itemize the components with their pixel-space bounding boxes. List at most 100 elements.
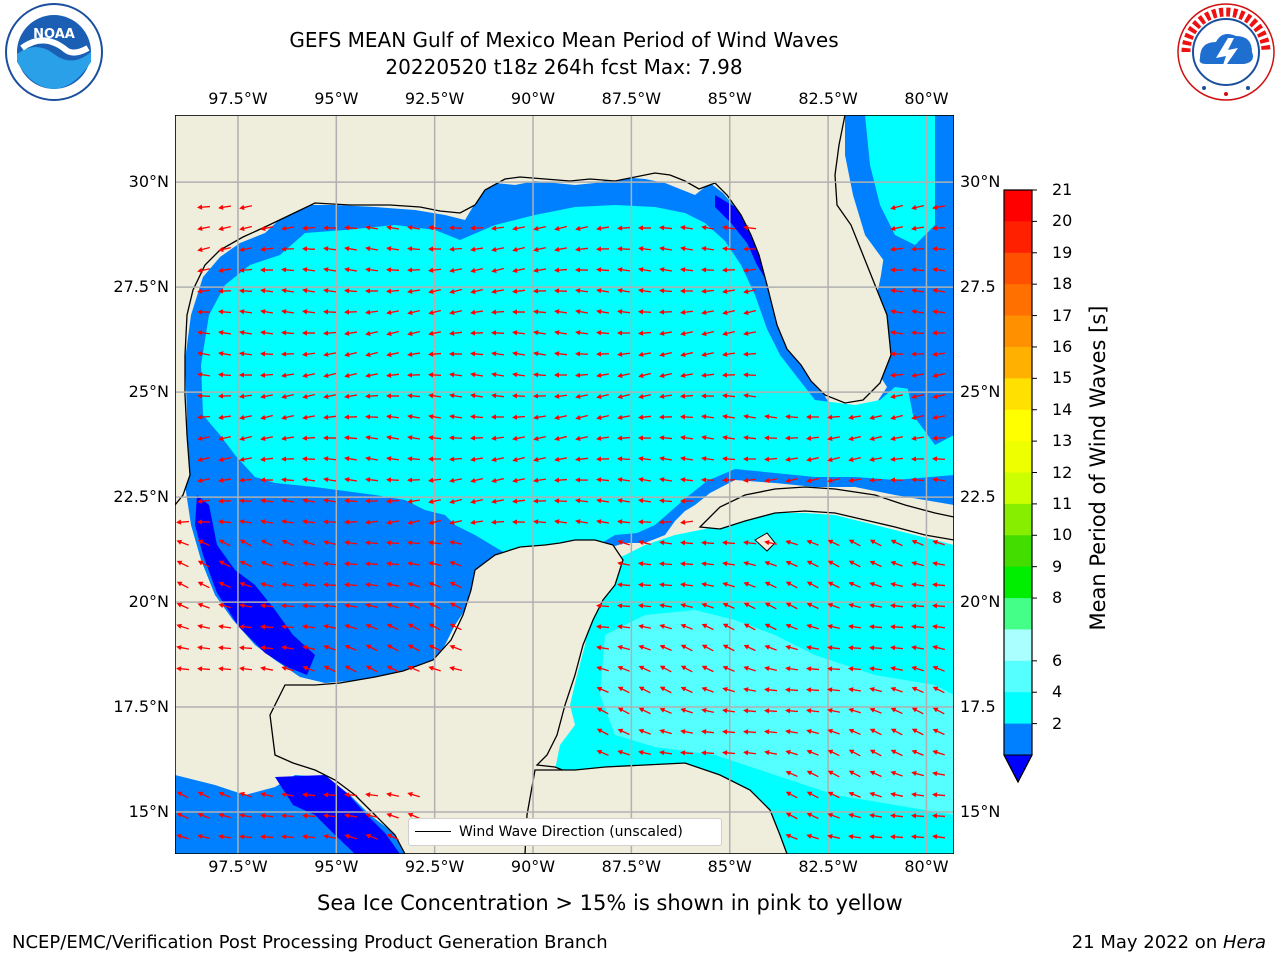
wave-arrow — [491, 456, 504, 462]
wave-arrow — [743, 665, 756, 672]
wave-arrow — [344, 477, 358, 483]
wave-arrow — [323, 351, 337, 357]
chart-subtitle: 20220520 t18z 264h fcst Max: 7.98 — [385, 55, 743, 79]
wave-arrow — [806, 477, 819, 484]
wave-arrow — [764, 750, 778, 756]
wave-arrow — [659, 582, 673, 588]
wave-arrow — [785, 666, 799, 672]
wave-arrow — [239, 560, 252, 568]
colorbar-tick-label: 18 — [1052, 274, 1073, 294]
wave-arrow — [848, 414, 862, 420]
wave-arrow — [302, 665, 315, 672]
wave-arrow — [239, 330, 253, 336]
wave-arrow — [344, 582, 358, 588]
wave-arrow — [827, 581, 840, 589]
wave-arrow — [344, 372, 357, 378]
lon-tick-top: 87.5°W — [601, 89, 662, 108]
wave-arrow — [764, 581, 777, 589]
wave-arrow — [218, 456, 231, 462]
wave-arrow — [260, 792, 273, 798]
colorbar-tick-label: 2 — [1052, 713, 1063, 733]
wave-arrow — [596, 624, 610, 630]
wave-arrow — [407, 435, 421, 441]
wave-arrow — [260, 435, 274, 441]
wave-arrow — [533, 372, 547, 378]
wave-arrow — [680, 582, 694, 588]
lon-tick-top: 85°W — [707, 89, 752, 108]
wave-arrow — [785, 560, 798, 567]
wave-arrow — [890, 456, 904, 462]
wave-arrow — [701, 288, 715, 294]
lat-tick-left: 27.5°N — [113, 277, 169, 297]
wave-arrow — [743, 623, 756, 631]
wave-arrow — [428, 623, 441, 631]
wave-arrow — [428, 309, 441, 316]
wave-arrow — [890, 414, 903, 421]
wave-arrow — [407, 267, 421, 273]
wave-arrow — [617, 372, 630, 378]
wave-arrow — [911, 792, 925, 798]
wave-arrow — [617, 288, 631, 294]
wave-arrow — [428, 665, 441, 672]
wave-arrow — [659, 707, 672, 714]
chart-title: GEFS MEAN Gulf of Mexico Mean Period of … — [289, 28, 839, 52]
wave-arrow — [722, 477, 736, 483]
wave-arrow — [617, 749, 630, 756]
wave-arrow — [470, 351, 484, 357]
wave-arrow — [407, 393, 421, 399]
wave-arrow — [428, 414, 442, 420]
wave-arrow — [911, 834, 925, 840]
wave-arrow — [638, 393, 652, 399]
wave-arrow — [617, 456, 631, 462]
wave-arrow — [932, 539, 945, 546]
wave-arrow — [596, 456, 610, 462]
wave-arrow — [869, 456, 883, 462]
wave-arrow — [827, 770, 840, 778]
wave-arrow — [260, 519, 274, 525]
wave-arrow — [428, 498, 441, 504]
wave-arrow — [302, 539, 315, 546]
wave-arrow — [827, 560, 840, 568]
wave-arrow — [176, 519, 190, 525]
wave-arrow — [722, 225, 736, 231]
wave-arrow — [428, 519, 441, 526]
wave-arrow — [554, 246, 568, 252]
wave-arrow — [281, 435, 295, 441]
wave-arrow — [596, 477, 610, 483]
wave-arrow — [281, 351, 295, 357]
wave-arrow — [554, 330, 568, 336]
lon-tick-bottom: 92.5°W — [404, 857, 465, 876]
wave-arrow — [932, 624, 946, 630]
wave-arrow — [386, 330, 399, 337]
wave-arrow — [470, 309, 484, 315]
wave-arrow — [638, 351, 652, 357]
wave-arrow — [932, 749, 945, 756]
wave-arrow — [260, 288, 274, 294]
wave-arrow — [701, 540, 715, 546]
wave-arrow — [827, 414, 841, 420]
wave-arrow — [596, 728, 609, 736]
wave-arrow — [848, 770, 861, 778]
wave-arrow — [197, 267, 210, 273]
wave-arrow — [344, 623, 357, 630]
wave-arrow — [785, 791, 798, 799]
wave-arrow — [911, 372, 925, 378]
wave-arrow — [659, 351, 672, 357]
lat-tick-left: 17.5°N — [113, 697, 169, 717]
wave-arrow — [890, 749, 903, 757]
wave-arrow — [932, 834, 946, 840]
colorbar-segment — [1004, 629, 1032, 662]
wave-arrow — [428, 644, 441, 652]
wave-arrow — [911, 225, 925, 231]
wave-arrow — [554, 351, 568, 357]
wave-arrow — [932, 372, 945, 378]
wave-arrow — [701, 750, 715, 756]
wave-arrow — [218, 330, 232, 336]
wave-arrow — [869, 435, 882, 442]
wave-arrow — [575, 372, 589, 378]
wave-arrow — [281, 834, 295, 840]
colorbar-segment — [1004, 221, 1032, 254]
wave-arrow — [785, 644, 798, 651]
wave-arrow — [722, 288, 736, 294]
wave-arrow — [680, 644, 693, 652]
